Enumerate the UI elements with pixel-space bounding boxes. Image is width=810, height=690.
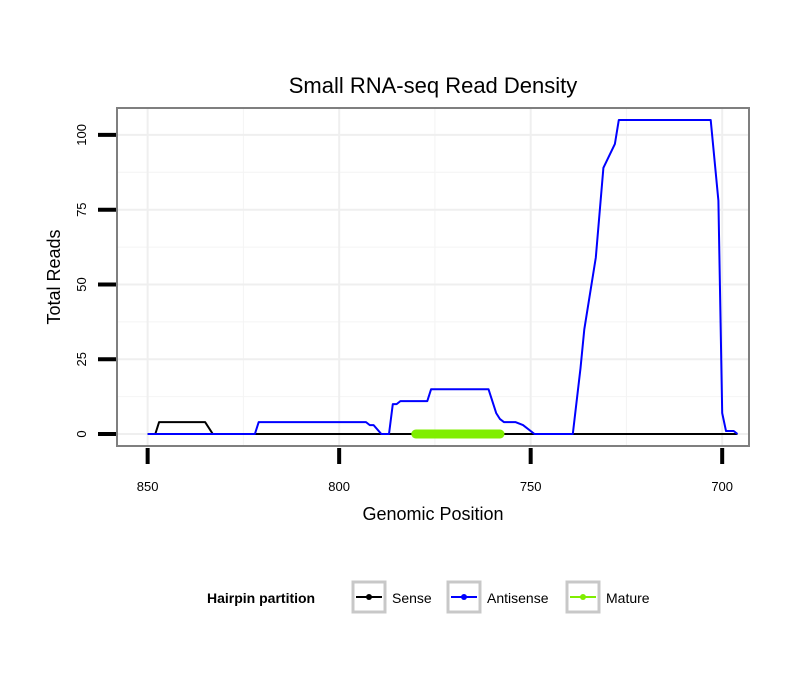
y-tick-label-25: 25 — [74, 352, 89, 366]
legend-point-mature — [580, 594, 586, 600]
y-tick-label-0: 0 — [74, 430, 89, 437]
x-tick-label-850: 850 — [137, 479, 159, 494]
legend-point-antisense — [461, 594, 467, 600]
tick-labels: 850 800 750 700 0 25 50 75 100 — [74, 124, 733, 494]
x-axis-label: Genomic Position — [362, 504, 503, 524]
legend-point-sense — [366, 594, 372, 600]
y-tick-label-75: 75 — [74, 202, 89, 216]
chart-title: Small RNA-seq Read Density — [289, 73, 578, 98]
series-group — [147, 119, 739, 439]
plot-panel — [116, 107, 750, 447]
x-tick-label-700: 700 — [711, 479, 733, 494]
legend-label-sense: Sense — [392, 590, 432, 606]
tick-marks — [98, 132, 725, 464]
legend-label-mature: Mature — [606, 590, 650, 606]
x-tick-label-800: 800 — [328, 479, 350, 494]
legend: Hairpin partition Sense Antisense Mature — [207, 580, 650, 614]
series-line-antisense — [147, 119, 739, 435]
y-tick-label-50: 50 — [74, 277, 89, 291]
y-axis-label: Total Reads — [44, 229, 64, 324]
y-tick-label-100: 100 — [74, 124, 89, 146]
legend-title: Hairpin partition — [207, 590, 315, 606]
legend-label-antisense: Antisense — [487, 590, 549, 606]
x-tick-label-750: 750 — [520, 479, 542, 494]
